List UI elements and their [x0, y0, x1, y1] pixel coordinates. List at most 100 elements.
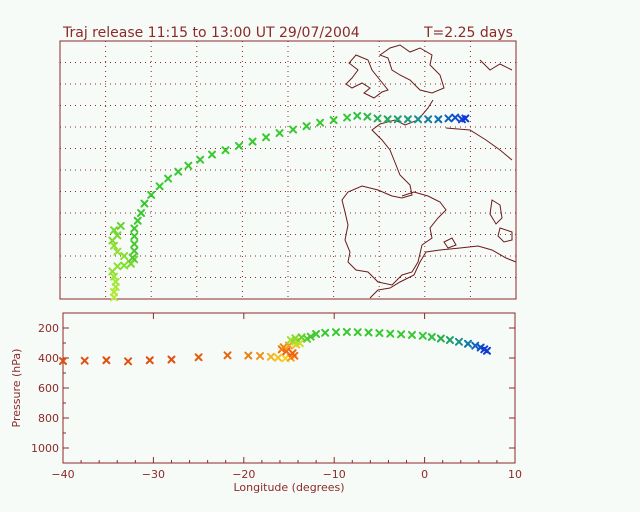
map-point — [451, 113, 460, 122]
map-point — [130, 246, 139, 255]
profile-point — [256, 351, 265, 360]
x-tick-label: 10 — [508, 468, 522, 481]
profile-point — [332, 328, 341, 337]
map-point — [155, 182, 164, 191]
profile-frame — [62, 312, 516, 464]
map-point — [275, 129, 284, 138]
profile-point — [145, 356, 154, 365]
profile-point — [223, 351, 232, 360]
y-tick-label: 400 — [38, 352, 59, 365]
map-point — [120, 252, 129, 260]
map-point — [137, 209, 146, 217]
map-point — [444, 114, 453, 123]
profile-point — [167, 355, 176, 364]
map-point — [110, 226, 119, 235]
map-point — [353, 111, 362, 120]
map-point — [147, 190, 156, 199]
map-point — [113, 247, 122, 256]
map-point — [434, 115, 443, 124]
map-trajectory — [108, 111, 470, 302]
profile-point — [418, 331, 427, 340]
x-tick-label: −20 — [232, 468, 255, 481]
map-point — [248, 137, 257, 146]
map-point — [343, 113, 352, 122]
profile-point — [266, 352, 275, 361]
profile-point — [463, 339, 472, 348]
profile-trajectory — [59, 327, 491, 366]
profile-point — [427, 333, 436, 341]
profile-point — [306, 332, 315, 341]
map-point — [373, 114, 382, 123]
chart-title: Traj release 11:15 to 13:00 UT 29/07/200… — [62, 25, 360, 41]
profile-point — [321, 328, 330, 337]
profile-point — [124, 357, 133, 366]
x-tick-label: 0 — [421, 468, 428, 481]
profile-point — [482, 346, 491, 355]
map-point — [130, 224, 139, 233]
y-tick-label: 600 — [38, 382, 59, 395]
map-point — [235, 141, 244, 150]
profile-point — [364, 328, 373, 337]
map-point — [262, 133, 271, 142]
map-point — [184, 161, 193, 170]
profile-point — [288, 349, 297, 358]
map-point — [208, 150, 216, 159]
y-tick-label: 1000 — [31, 442, 59, 455]
profile-point — [407, 330, 416, 339]
profile-point — [274, 353, 283, 362]
y-tick-label: 800 — [38, 412, 59, 425]
x-tick-label: −30 — [142, 468, 165, 481]
profile-ticks: −40 −30 −20 −10 0 10 200 400 600 800 1000 — [31, 313, 522, 481]
map-point — [329, 116, 338, 125]
profile-point — [102, 356, 111, 365]
map-point — [116, 221, 125, 230]
map-point — [289, 125, 298, 134]
profile-point — [436, 334, 445, 343]
map-point — [316, 118, 325, 127]
map-point — [221, 146, 230, 155]
map-point — [403, 115, 412, 124]
x-tick-label: −10 — [323, 468, 346, 481]
map-point — [164, 174, 173, 183]
map-point — [363, 112, 372, 121]
map-panel — [59, 40, 517, 302]
profile-point — [194, 353, 203, 362]
map-point — [130, 239, 139, 248]
profile-point — [59, 357, 67, 365]
profile-point — [375, 329, 384, 338]
map-point — [128, 253, 137, 262]
map-point — [414, 115, 423, 124]
profile-point — [312, 330, 321, 338]
map-point — [130, 232, 139, 241]
profile-point — [476, 343, 485, 352]
map-point — [113, 262, 122, 271]
y-tick-label: 200 — [38, 322, 59, 335]
profile-point — [303, 334, 312, 343]
map-point — [174, 167, 183, 176]
map-frame — [59, 40, 517, 300]
profile-point — [454, 337, 463, 346]
chart-subtitle: T=2.25 days — [423, 25, 513, 41]
profile-point — [397, 330, 406, 339]
map-point — [383, 115, 392, 124]
x-axis-label: Longitude (degrees) — [233, 481, 344, 494]
y-axis-label: Pressure (hPa) — [10, 349, 23, 428]
map-point — [113, 231, 122, 240]
profile-point — [353, 328, 362, 337]
map-point — [140, 199, 149, 208]
profile-point — [80, 356, 89, 365]
map-point — [424, 115, 433, 124]
map-point — [302, 122, 311, 131]
map-point — [120, 261, 129, 270]
map-point — [196, 155, 205, 164]
profile-point — [342, 327, 351, 336]
profile-point — [244, 351, 253, 360]
x-tick-label: −40 — [51, 468, 74, 481]
map-point — [133, 216, 142, 225]
profile-panel: −40 −30 −20 −10 0 10 200 400 600 800 1000 — [31, 312, 522, 481]
profile-point — [445, 336, 454, 344]
profile-point — [386, 329, 395, 338]
map-point — [461, 114, 470, 123]
profile-point — [291, 334, 300, 343]
